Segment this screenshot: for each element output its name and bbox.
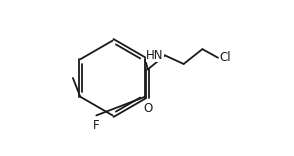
Text: O: O — [143, 102, 152, 115]
Text: HN: HN — [146, 49, 164, 62]
Text: F: F — [93, 119, 100, 132]
Text: Cl: Cl — [219, 51, 231, 64]
